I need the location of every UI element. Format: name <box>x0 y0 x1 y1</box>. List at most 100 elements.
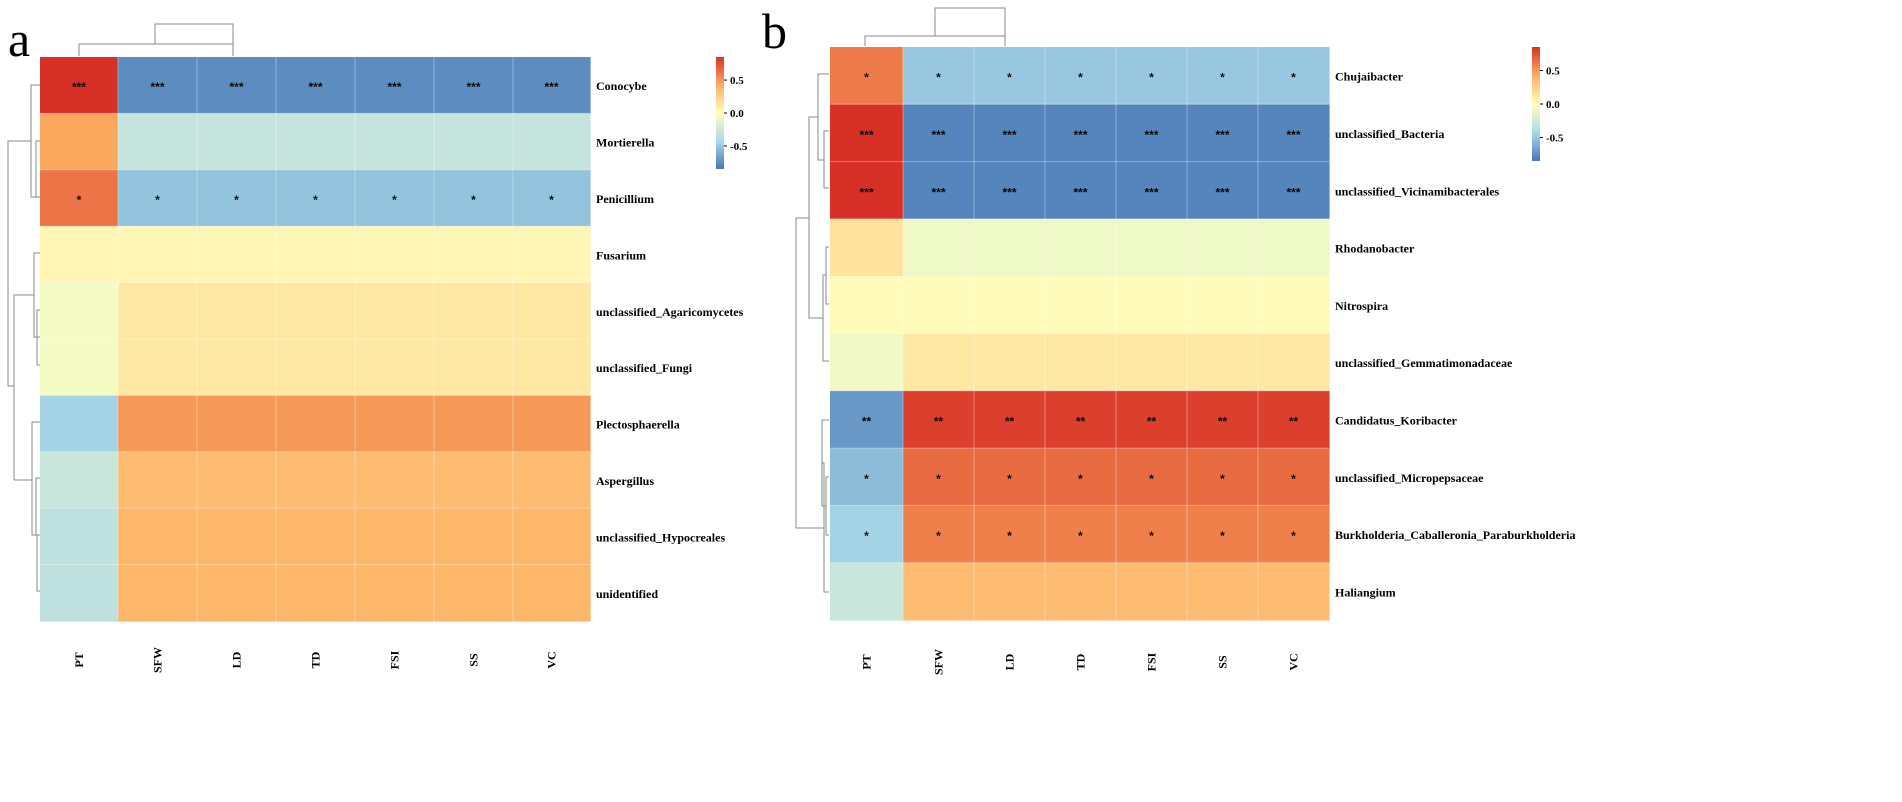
column-label: VC <box>1287 653 1301 670</box>
heatmap-cell <box>355 282 435 340</box>
heatmap-cell <box>118 339 198 396</box>
heatmap-cells-a <box>40 57 591 622</box>
row-label: Mortierella <box>596 136 654 150</box>
significance-mark: * <box>549 193 554 207</box>
row-label: Fusarium <box>596 248 646 262</box>
heatmap-cell <box>903 47 975 105</box>
heatmap-cell <box>1258 448 1330 506</box>
heatmap-cell <box>1045 448 1117 506</box>
heatmap-cell <box>903 448 975 506</box>
significance-mark: * <box>1149 472 1154 486</box>
significance-mark: * <box>936 529 941 543</box>
row-dendrogram-b <box>795 73 829 593</box>
heatmap-cell <box>197 169 277 227</box>
heatmap-cell <box>903 505 975 564</box>
row-label: Chujaibacter <box>1335 70 1404 84</box>
significance-mark: * <box>1078 472 1083 486</box>
heatmap-cell <box>513 564 591 622</box>
column-labels-a: PT SFW LD TD FSI SS VC <box>72 647 559 673</box>
heatmap-cell <box>830 161 904 220</box>
heatmap-cell <box>276 395 356 453</box>
heatmap-cell <box>830 104 904 163</box>
column-label: SFW <box>151 647 165 673</box>
heatmap-cell <box>830 333 904 392</box>
heatmap-cell <box>1187 448 1259 506</box>
row-label: Candidatus_Koribacter <box>1335 413 1458 427</box>
significance-mark: * <box>864 472 869 486</box>
heatmap-cell <box>830 276 904 335</box>
heatmap-cell <box>1116 333 1188 392</box>
heatmap-cell <box>513 395 591 453</box>
heatmap-cell <box>197 113 277 171</box>
heatmap-cell <box>40 395 119 453</box>
heatmap-cell <box>1116 276 1188 335</box>
heatmap-cell <box>434 339 514 396</box>
column-label: VC <box>545 651 559 668</box>
row-label: Burkholderia_Caballeronia_Paraburkholder… <box>1335 528 1575 542</box>
heatmap-cell <box>1045 47 1117 105</box>
heatmap-cell <box>1258 390 1330 449</box>
significance-mark: * <box>155 193 160 207</box>
heatmap-cell <box>1116 47 1188 105</box>
significance-mark: *** <box>1286 128 1300 142</box>
colorbar-b <box>1532 47 1540 161</box>
heatmap-cell <box>513 57 591 114</box>
heatmap-cell <box>40 282 119 340</box>
significance-mark: *** <box>150 80 164 94</box>
row-label: unclassified_Agaricomycetes <box>596 305 744 319</box>
significance-mark: *** <box>1144 128 1158 142</box>
heatmap-cell <box>1187 161 1259 220</box>
heatmap-cell <box>118 57 198 114</box>
column-dendrogram-b <box>864 7 1006 46</box>
heatmap-cell <box>903 390 975 449</box>
heatmap-cell <box>1045 218 1117 277</box>
heatmap-cell <box>118 395 198 453</box>
column-label: SFW <box>932 649 946 675</box>
heatmap-cell <box>974 448 1046 506</box>
colorbar-tick-label: 0.5 <box>1546 65 1560 77</box>
heatmap-cell <box>513 339 591 396</box>
significance-mark: ** <box>1147 414 1157 428</box>
heatmap-cell <box>355 57 435 114</box>
panel-label-b: b <box>762 3 787 59</box>
heatmap-cell <box>434 113 514 171</box>
significance-mark: *** <box>1073 185 1087 199</box>
heatmap-cell <box>434 226 514 284</box>
heatmap-cell <box>830 562 904 621</box>
heatmap-cell <box>1258 104 1330 163</box>
heatmap-cell <box>1045 104 1117 163</box>
heatmap-cell <box>830 390 904 449</box>
heatmap-cell <box>118 451 198 509</box>
colorbar-tick-label: 0.0 <box>730 108 744 120</box>
heatmap-cell <box>197 564 277 622</box>
heatmap-cell <box>1258 218 1330 277</box>
significance-mark: ** <box>1005 414 1015 428</box>
significance-mark: * <box>1007 71 1012 85</box>
heatmap-cell <box>1116 390 1188 449</box>
heatmap-cell <box>40 339 119 396</box>
heatmap-cell <box>118 226 198 284</box>
significance-mark: *** <box>544 80 558 94</box>
heatmap-cell <box>974 218 1046 277</box>
heatmap-cell <box>276 564 356 622</box>
heatmap-cell <box>40 169 119 227</box>
heatmap-cell <box>903 333 975 392</box>
heatmap-cell <box>197 339 277 396</box>
heatmap-cell <box>197 282 277 340</box>
heatmap-panel-a: a *** *** *** *** *** *** **** * * * * * * ConocybeM… <box>7 11 748 673</box>
significance-mark: ** <box>1076 414 1086 428</box>
heatmap-cell <box>434 282 514 340</box>
heatmap-cell <box>276 508 356 566</box>
panel-label-a: a <box>8 11 30 67</box>
heatmap-cell <box>276 226 356 284</box>
row-label: unclassified_Vicinamibacterales <box>1335 184 1500 198</box>
significance-mark: * <box>864 529 869 543</box>
heatmap-cell <box>355 169 435 227</box>
significance-mark: * <box>1291 472 1296 486</box>
significance-mark: *** <box>387 80 401 94</box>
significance-mark: *** <box>1002 185 1016 199</box>
row-labels-a: Conocybe Mortierella Penicillium Fusarium un… <box>596 79 744 601</box>
heatmap-cell <box>1116 218 1188 277</box>
heatmap-cell <box>40 113 119 171</box>
row-label: Penicillium <box>596 192 654 206</box>
